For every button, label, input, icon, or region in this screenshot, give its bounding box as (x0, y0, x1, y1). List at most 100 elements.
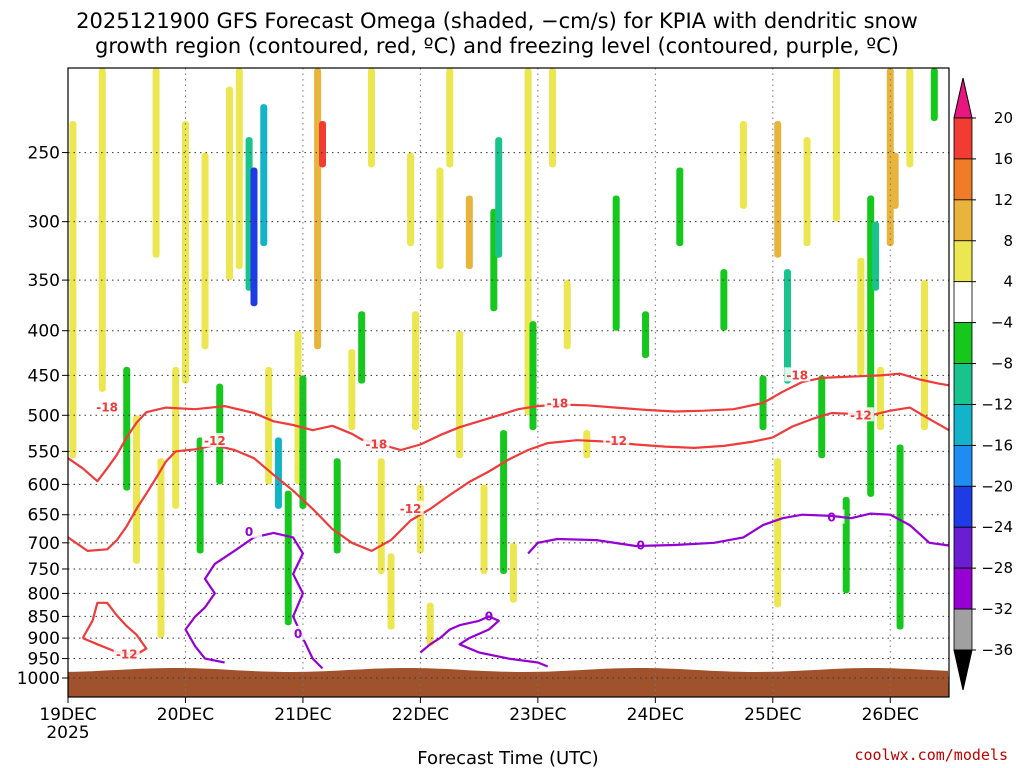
omega-patch (274, 437, 282, 509)
omega-patch (774, 120, 782, 258)
contour-label: -18 (786, 368, 808, 382)
colorbar-bin (953, 526, 973, 569)
colorbar-top-arrow (953, 77, 973, 119)
x-tick-label: 21DEC (274, 705, 331, 725)
y-tick-label: 500 (28, 406, 60, 426)
x-tick-sublabel: 2025 (46, 723, 89, 743)
y-tick-label: 250 (28, 144, 60, 164)
omega-patch (921, 280, 929, 431)
colorbar-label: −32 (981, 600, 1013, 618)
colorbar-label: −8 (991, 355, 1013, 373)
omega-patch (426, 602, 434, 647)
omega-patch (891, 152, 899, 209)
plot-background (68, 68, 949, 697)
colorbar-label: −24 (981, 518, 1013, 536)
y-tick-label: 450 (28, 366, 60, 386)
contour-label-bg (201, 432, 228, 447)
x-tick-label: 24DEC (627, 705, 684, 725)
contour-label: 0 (827, 511, 835, 525)
omega-patch (250, 167, 258, 307)
y-tick-label: 950 (28, 650, 60, 670)
omega-shading (69, 68, 938, 647)
omega-patch (803, 137, 811, 247)
ground-terrain (68, 668, 949, 697)
omega-patch (181, 120, 189, 384)
colorbar-bin (953, 240, 973, 283)
omega-patch (509, 542, 517, 603)
omega-patch (157, 458, 165, 639)
colorbar-label: −12 (981, 395, 1013, 413)
omega-patch (549, 68, 557, 168)
contour-label-bg (603, 432, 630, 447)
contour-label: 0 (294, 627, 302, 641)
colorbar-bottom-arrow (953, 649, 973, 691)
contour-label-bg (363, 436, 390, 451)
omega-patch (446, 68, 454, 168)
omega-patch (133, 415, 141, 564)
contour-line (419, 615, 549, 668)
contour-line (67, 406, 950, 552)
omega-patch (583, 430, 591, 459)
omega-patch (412, 311, 420, 431)
colorbar-label: −36 (981, 641, 1013, 659)
y-tick-label: 650 (28, 506, 60, 526)
y-tick-label: 550 (28, 442, 60, 462)
omega-patch (783, 269, 791, 384)
colorbar-label: 16 (994, 150, 1013, 168)
colorbar-label: −4 (991, 314, 1013, 332)
x-tick-label: 25DEC (744, 705, 801, 725)
omega-patch (500, 430, 508, 574)
omega-patch (529, 321, 537, 431)
omega-patch (367, 68, 375, 168)
omega-patch (377, 458, 385, 574)
x-tick-label: 23DEC (509, 705, 566, 725)
omega-patch (720, 269, 728, 331)
credit-text: coolwx.com/models (854, 746, 1008, 764)
contour-label-bg (397, 500, 424, 515)
omega-patch (235, 68, 243, 270)
contour-label: -12 (116, 648, 138, 662)
colorbar-label: 8 (1003, 232, 1013, 250)
contour-label-bg (236, 523, 263, 538)
x-tick-label: 26DEC (862, 705, 919, 725)
colorbar-bin (953, 281, 973, 324)
contour-label-bg (627, 537, 654, 552)
contour-label: 0 (245, 525, 253, 539)
colorbar-label: 4 (1003, 273, 1013, 291)
omega-patch (284, 490, 292, 626)
x-axis-label: Forecast Time (UTC) (417, 748, 598, 768)
contour-label-bg (544, 395, 571, 410)
colorbar-bin (953, 363, 973, 405)
omega-patch (436, 167, 444, 270)
omega-patch (906, 68, 914, 168)
omega-patch (152, 68, 160, 258)
contour-label: -12 (204, 434, 226, 448)
omega-patch (857, 257, 865, 376)
x-tick-label: 20DEC (157, 705, 214, 725)
colorbar: 20 16 12 8 4 −4 −8 −12 −16 −20 −24 −28 −32 −36 (953, 77, 1013, 691)
contour-label: -18 (96, 401, 118, 415)
contour-line (81, 601, 148, 656)
omega-patch (465, 195, 473, 270)
y-tick-label: 800 (28, 584, 60, 604)
omega-patch (319, 120, 327, 168)
chart-title-line-1: 2025121900 GFS Forecast Omega (shaded, −… (76, 9, 918, 33)
omega-patch (265, 366, 273, 485)
colorbar-label: −20 (981, 477, 1013, 495)
contour-label-bg (784, 367, 811, 382)
contour-line (67, 372, 950, 483)
contour-label-bg (94, 399, 121, 414)
contour-label: -18 (366, 437, 388, 451)
omega-patch (832, 68, 840, 222)
contour-label: -12 (400, 502, 422, 516)
omega-patch (123, 366, 131, 491)
omega-patch (387, 553, 395, 630)
colorbar-bin (953, 404, 973, 446)
y-tick-label: 400 (28, 322, 60, 342)
y-tick-label: 700 (28, 534, 60, 554)
contour-label: -12 (605, 434, 627, 448)
grid-lines (68, 68, 949, 697)
